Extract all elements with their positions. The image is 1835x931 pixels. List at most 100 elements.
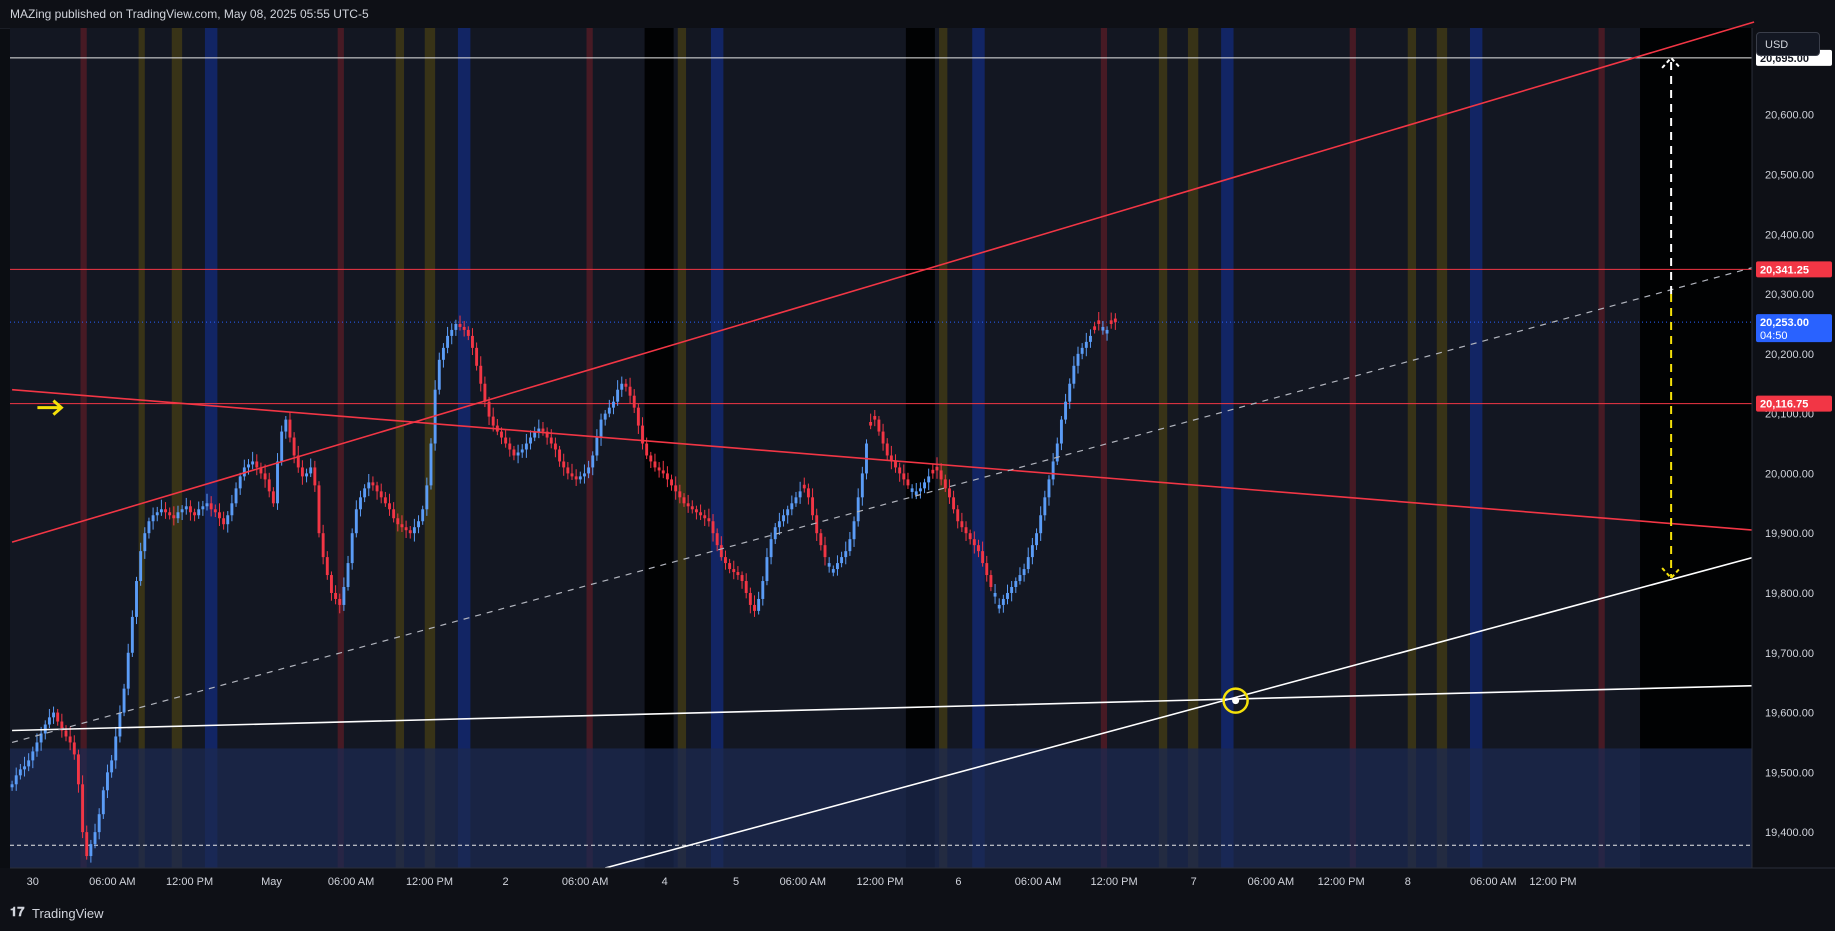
candle-body xyxy=(616,389,620,402)
candle-body xyxy=(180,509,184,513)
candle-body xyxy=(429,443,433,486)
candle-body xyxy=(914,491,918,495)
candle-body xyxy=(595,437,599,456)
candle-body xyxy=(923,482,927,489)
candle-body xyxy=(247,464,250,468)
session-zone-blue xyxy=(1469,28,1483,868)
price-label-text: 20,116.75 xyxy=(1760,399,1808,411)
candle-body xyxy=(72,742,76,755)
candle-body xyxy=(500,431,503,438)
candle-body xyxy=(1022,569,1026,576)
candle-body xyxy=(549,437,553,444)
candle-body xyxy=(744,581,748,593)
candle-body xyxy=(14,775,18,785)
session-zone-yellow xyxy=(171,28,183,868)
x-tick-label: 06:00 AM xyxy=(1015,876,1061,888)
candle-body xyxy=(338,598,342,605)
candle-body xyxy=(1084,341,1088,348)
session-zone-black xyxy=(644,28,674,868)
candle-body xyxy=(715,533,719,546)
candle-body xyxy=(209,503,213,510)
candle-body xyxy=(184,506,188,510)
candle-body xyxy=(773,527,777,540)
candle-body xyxy=(769,539,773,558)
candle-body xyxy=(508,443,512,450)
candle-body xyxy=(118,712,122,737)
candle-body xyxy=(383,497,387,504)
candle-body xyxy=(172,515,176,519)
candle-body xyxy=(321,533,325,558)
candle-body xyxy=(400,524,404,528)
candle-body xyxy=(81,784,85,833)
candle-body xyxy=(504,437,508,444)
candle-body xyxy=(317,485,321,534)
tradingview-logo-icon[interactable]: 𝟏𝟕 xyxy=(10,905,25,920)
trendline-white xyxy=(604,556,1755,869)
candle-body xyxy=(765,557,769,582)
candle-body xyxy=(703,515,707,519)
candle-body xyxy=(155,512,159,516)
candle-body xyxy=(947,488,951,498)
candle-body xyxy=(562,461,566,468)
session-zone-yellow xyxy=(138,28,145,868)
y-tick-label: 19,400.00 xyxy=(1765,827,1814,839)
candle-body xyxy=(1010,587,1014,593)
candle-body xyxy=(475,347,479,366)
candle-body xyxy=(707,518,711,522)
candle-body xyxy=(790,503,794,510)
candle-body xyxy=(130,616,134,653)
candle-body xyxy=(740,575,744,582)
y-tick-label: 19,700.00 xyxy=(1765,648,1814,660)
trendline-red xyxy=(11,21,1755,543)
candle-body xyxy=(421,509,425,522)
candle-body xyxy=(761,581,765,599)
candle-body xyxy=(267,479,271,492)
candle-body xyxy=(856,497,860,522)
candle-body xyxy=(678,491,682,498)
candle-body xyxy=(238,476,242,489)
candle-body xyxy=(47,717,51,725)
candle-body xyxy=(599,419,603,438)
candle-body xyxy=(230,503,234,516)
candle-body xyxy=(346,563,350,588)
candle-body xyxy=(558,449,562,462)
candle-body xyxy=(39,733,43,743)
currency-selector[interactable]: USD xyxy=(1756,32,1820,56)
candle-body xyxy=(541,428,545,432)
candle-body xyxy=(259,467,263,474)
candle-body xyxy=(753,604,756,611)
candle-body xyxy=(27,760,31,767)
trendline-white xyxy=(12,684,1755,732)
candle-body xyxy=(309,467,313,474)
candle-body xyxy=(10,784,14,788)
candle-body xyxy=(242,467,246,477)
x-tick-label: 12:00 PM xyxy=(406,876,453,888)
candle-body xyxy=(1101,326,1105,331)
candle-body xyxy=(632,395,636,408)
footer-bar: 𝟏𝟕 TradingView xyxy=(0,897,1835,931)
x-tick-label: 30 xyxy=(27,876,39,888)
y-tick-label: 19,500.00 xyxy=(1765,767,1814,779)
x-tick-label: 06:00 AM xyxy=(780,876,826,888)
candle-body xyxy=(76,754,80,785)
candle-body xyxy=(981,551,985,564)
candle-body xyxy=(840,557,844,564)
candle-body xyxy=(649,455,653,462)
candle-body xyxy=(811,497,815,516)
candle-body xyxy=(85,832,89,857)
candle-body xyxy=(367,482,371,489)
candle-body xyxy=(35,742,39,752)
candle-body xyxy=(968,533,972,540)
candle-body xyxy=(396,518,400,525)
candle-body xyxy=(620,383,624,390)
candle-body xyxy=(694,509,698,513)
candle-body xyxy=(271,491,275,504)
candle-body xyxy=(1006,592,1009,599)
candle-body xyxy=(101,790,105,815)
candle-body xyxy=(176,512,180,519)
candle-body xyxy=(823,545,827,558)
candle-body xyxy=(533,431,537,438)
tradingview-brand[interactable]: TradingView xyxy=(32,906,104,921)
projection-arrowhead-white xyxy=(1661,56,1681,69)
